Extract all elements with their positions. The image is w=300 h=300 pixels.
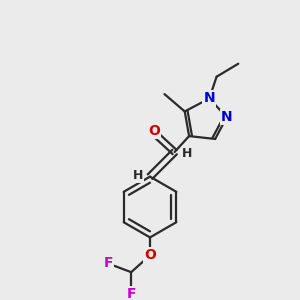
Text: H: H — [133, 169, 143, 182]
Text: F: F — [126, 287, 136, 300]
Text: H: H — [182, 147, 192, 160]
Text: N: N — [221, 110, 232, 124]
Text: O: O — [148, 124, 160, 138]
Text: O: O — [144, 248, 156, 262]
Text: N: N — [203, 92, 215, 105]
Text: F: F — [103, 256, 113, 271]
